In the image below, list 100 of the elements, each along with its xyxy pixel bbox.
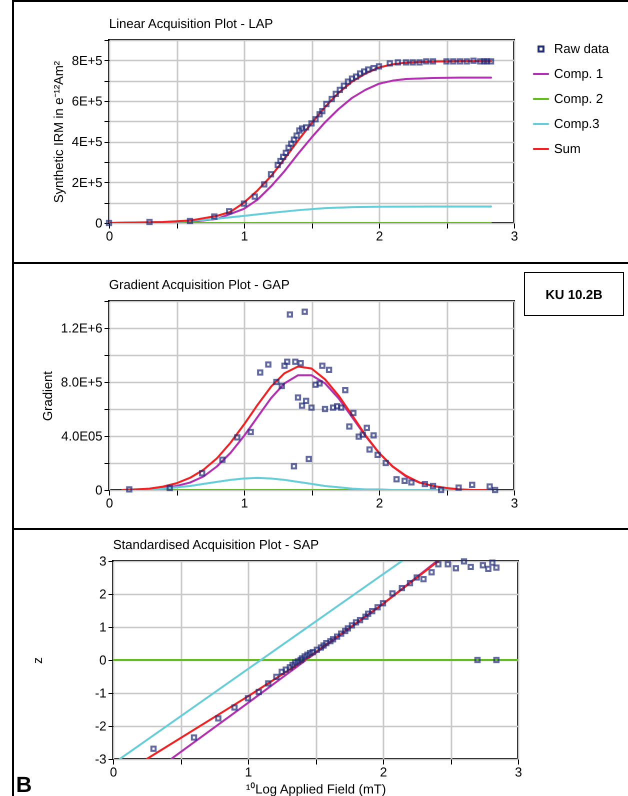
point (215, 715, 222, 722)
y-tick-label: 0 (99, 652, 106, 668)
y-tick-label: 8.0E+5 (60, 374, 102, 390)
point (485, 566, 492, 572)
point (398, 584, 406, 592)
point (386, 60, 393, 67)
point (323, 640, 330, 646)
legend-label: Comp. 2 (554, 91, 604, 106)
point (370, 64, 377, 72)
point (257, 369, 264, 376)
point (312, 382, 319, 388)
point (464, 58, 470, 64)
point (380, 600, 386, 606)
x-tick-label: 1 (240, 228, 248, 244)
point (126, 486, 132, 492)
point (234, 434, 240, 440)
point (356, 434, 362, 440)
x-axis-title: ¹⁰Log Applied Field (mT) (246, 782, 386, 796)
point (316, 380, 323, 386)
point (334, 633, 340, 640)
point (323, 100, 330, 108)
chart-title: Standardised Acquisition Plot - SAP (113, 537, 319, 552)
y-tick-label: -1 (94, 686, 106, 700)
point (488, 58, 494, 64)
point (365, 610, 372, 617)
point (298, 125, 306, 132)
point (298, 402, 306, 409)
point (346, 423, 352, 430)
x-tick-label: 1 (244, 764, 252, 780)
point (302, 308, 308, 315)
point (365, 66, 372, 73)
point (282, 666, 289, 673)
y-tick-label: 4E+5 (72, 134, 102, 150)
point (364, 424, 370, 432)
point (374, 452, 381, 458)
point (277, 158, 284, 164)
point (150, 746, 157, 752)
point (248, 428, 254, 436)
legend-label: Comp. 1 (554, 66, 604, 81)
point (406, 580, 414, 586)
point (394, 59, 402, 66)
point (314, 646, 320, 653)
point (302, 398, 310, 404)
point (294, 658, 302, 664)
point (278, 668, 285, 675)
point (450, 58, 456, 64)
point (268, 171, 274, 178)
point (435, 561, 442, 568)
point (273, 674, 280, 680)
point (356, 70, 364, 77)
point (319, 108, 326, 114)
point (316, 111, 323, 118)
point (328, 96, 335, 102)
y-tick-label: -2 (94, 718, 106, 734)
y-tick-label: 6E+5 (72, 94, 102, 108)
point (443, 58, 450, 64)
y-tick-label: 0 (95, 482, 102, 498)
point (318, 644, 324, 651)
point (199, 470, 206, 476)
point (332, 90, 339, 98)
legend-label: Raw data (554, 41, 610, 56)
point (106, 220, 112, 226)
point (456, 58, 464, 64)
point (402, 59, 410, 66)
point (342, 386, 348, 394)
point (444, 561, 451, 568)
point (285, 144, 292, 151)
point (348, 622, 356, 628)
point (252, 193, 258, 200)
point (456, 484, 462, 491)
point (319, 362, 326, 369)
point (292, 358, 298, 365)
legend-label: Comp.3 (554, 116, 600, 131)
point (422, 480, 428, 488)
point (362, 614, 369, 620)
point (240, 200, 248, 207)
x-tick-label: 1 (240, 496, 248, 510)
point (278, 382, 285, 390)
point (186, 218, 194, 224)
point (493, 656, 500, 664)
point (306, 650, 314, 656)
point (352, 619, 360, 626)
point (330, 636, 336, 642)
point (280, 154, 286, 160)
point (360, 432, 366, 438)
legend-label: Sum (554, 141, 581, 156)
point (274, 162, 281, 168)
x-tick-label: 3 (510, 228, 518, 244)
point (294, 132, 300, 139)
point (288, 140, 294, 147)
point (304, 652, 311, 658)
point (452, 565, 460, 572)
x-tick-label: 2 (376, 228, 384, 244)
point (428, 569, 435, 576)
point (361, 68, 368, 75)
point (211, 213, 218, 220)
point (146, 218, 153, 226)
point (410, 59, 416, 66)
point (336, 86, 343, 93)
point (166, 484, 173, 492)
